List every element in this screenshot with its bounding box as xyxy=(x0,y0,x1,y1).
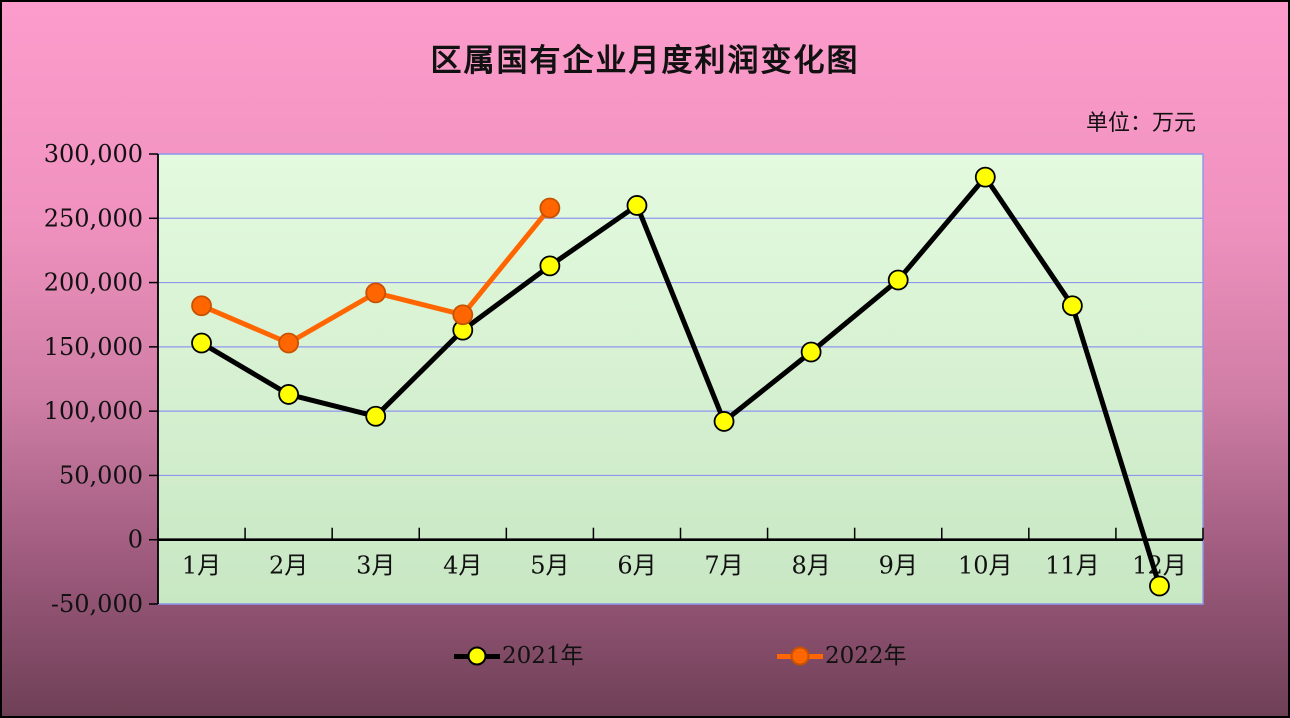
data-point-marker-0 xyxy=(1149,575,1170,597)
y-tick-label: -50,000 xyxy=(51,590,143,618)
data-point-marker-0 xyxy=(974,166,996,188)
chart-title: 区属国有企业月度利润变化图 xyxy=(430,43,860,79)
x-category-label: 12月 xyxy=(1132,552,1187,580)
data-point-marker-0 xyxy=(713,411,735,432)
legend-marker-2022 xyxy=(790,646,810,666)
data-point-marker-0 xyxy=(887,269,909,291)
x-category-label: 2月 xyxy=(269,552,308,580)
y-tick-label: 150,000 xyxy=(44,333,143,361)
x-category-label: 11月 xyxy=(1045,552,1100,580)
y-tick-label: 200,000 xyxy=(44,269,143,297)
legend-swatch-2022 xyxy=(777,645,823,667)
y-tick-label: 100,000 xyxy=(44,397,143,425)
legend-label-2021: 2021年 xyxy=(502,643,584,669)
data-point-marker-0 xyxy=(1061,295,1083,317)
x-category-label: 1月 xyxy=(182,552,221,580)
data-point-marker-0 xyxy=(278,384,300,405)
data-point-marker-0 xyxy=(365,405,387,427)
x-category-label: 6月 xyxy=(617,552,656,580)
data-point-marker-0 xyxy=(626,195,648,216)
x-category-label: 9月 xyxy=(879,552,918,580)
data-point-marker-0 xyxy=(539,255,561,277)
legend-marker-2021 xyxy=(467,646,487,666)
y-tick-label: 50,000 xyxy=(59,461,143,489)
y-tick-label: 300,000 xyxy=(44,140,143,168)
series-line-0 xyxy=(199,174,1162,589)
legend-item-2022: 2022年 xyxy=(777,642,907,670)
y-tick-label: 250,000 xyxy=(44,204,143,232)
x-category-label: 4月 xyxy=(443,552,482,580)
x-category-label: 3月 xyxy=(356,552,395,580)
x-category-label: 5月 xyxy=(530,552,569,580)
legend-label-2022: 2022年 xyxy=(825,643,907,669)
unit-label: 单位：万元 xyxy=(1085,111,1196,136)
data-point-marker-0 xyxy=(800,341,822,363)
data-point-marker-1 xyxy=(191,295,212,317)
data-point-marker-1 xyxy=(539,197,561,219)
x-category-label: 10月 xyxy=(958,552,1013,580)
y-tick-label: 0 xyxy=(128,526,143,554)
x-category-label: 7月 xyxy=(704,552,743,580)
legend-swatch-2021 xyxy=(454,645,500,667)
x-category-label: 8月 xyxy=(791,552,830,580)
data-point-marker-1 xyxy=(452,304,474,326)
data-point-marker-0 xyxy=(191,332,212,354)
data-point-marker-1 xyxy=(365,282,387,304)
data-point-marker-1 xyxy=(278,332,300,354)
legend-item-2021: 2021年 xyxy=(454,642,584,670)
